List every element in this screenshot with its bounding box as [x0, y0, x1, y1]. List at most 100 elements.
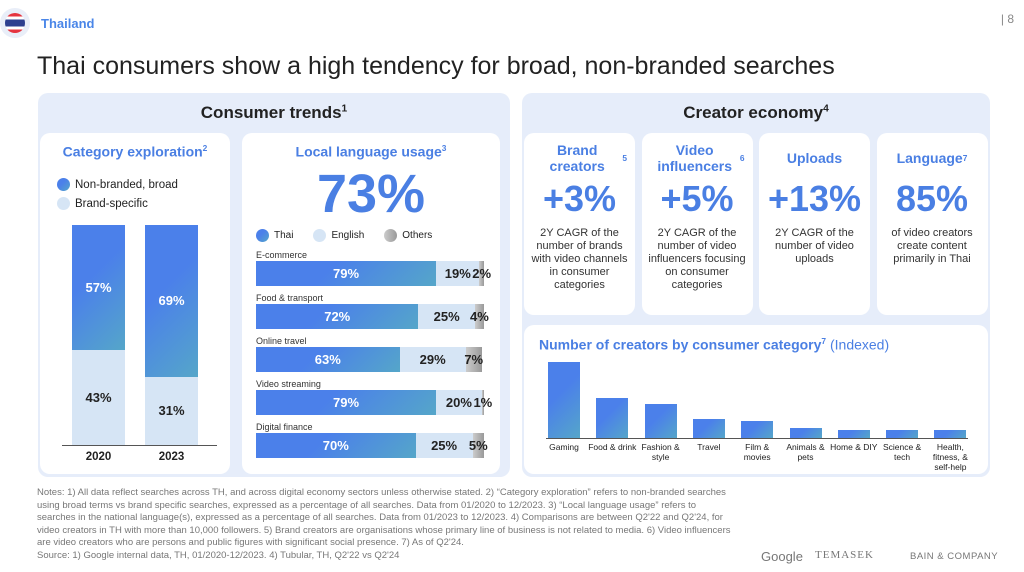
local-language-card: Local language usage3 73% Thai English O…: [242, 133, 500, 474]
bar-others: 7%: [464, 347, 483, 372]
category-exploration-title: Category exploration2: [62, 143, 208, 160]
category-label: Health, fitness, & self-help: [932, 442, 968, 472]
kpi-value: +5%: [660, 178, 734, 219]
kpi-title-text: Language: [896, 150, 963, 166]
kpi-sup: 5: [622, 153, 627, 163]
legend-non-branded: Non-branded, broad: [57, 176, 178, 195]
stacked-bar: 70% 25% 5%: [256, 433, 488, 458]
bar-others: 4%: [470, 304, 489, 329]
kpi-title: Video influencers 6: [642, 141, 753, 175]
creator-bar: [596, 397, 629, 438]
google-logo: Google: [761, 549, 803, 564]
category-label: Gaming: [549, 442, 579, 452]
creator-bar: [886, 429, 919, 438]
bar-thai: 63%: [256, 347, 400, 372]
category-label: Video streaming: [256, 379, 321, 389]
category-label: Animals & pets: [786, 442, 825, 462]
bar-brand-specific: 43%: [72, 350, 125, 445]
creator-bar: [548, 362, 580, 438]
language-legend: Thai English Others: [256, 229, 432, 242]
category-label: Science & tech: [882, 442, 922, 462]
bar-others: 5%: [469, 433, 488, 458]
category-label: Fashion & style: [641, 442, 680, 462]
legend-english: English: [313, 229, 364, 242]
creator-economy-title: Creator economy4: [683, 103, 829, 122]
category-label: Home & DIY: [830, 442, 878, 452]
kpi-card: Language 7 85% of video creators create con…: [876, 133, 988, 315]
year-label: 2020: [85, 451, 112, 463]
footnotes: Notes: 1) All data reflect searches acro…: [37, 487, 737, 562]
kpi-sup: 6: [739, 153, 745, 163]
kpi-title: Uploads: [759, 141, 870, 175]
creator-bar: [644, 403, 677, 438]
legend-swatch: [384, 229, 398, 242]
page-number: | 8: [1000, 12, 1014, 26]
category-label: Travel: [697, 442, 721, 452]
kpi-description: 2Y CAGR of the number of video influence…: [648, 227, 746, 291]
source: Source: 1) Google internal data, TH, 01/…: [37, 549, 400, 561]
creator-bar: [692, 419, 725, 438]
bar-english: 20%: [436, 390, 482, 415]
stacked-bar: 72% 25% 4%: [256, 304, 489, 329]
category-label: Food & transport: [256, 293, 324, 303]
stacked-bar: 63% 29% 7%: [256, 347, 484, 372]
kpi-description: 2Y CAGR of the number of brands with vid…: [531, 227, 628, 291]
category-label: E-commerce: [256, 250, 308, 260]
kpi-description: 2Y CAGR of the number of video uploads: [775, 227, 854, 265]
creators-chart-title: Number of creators by consumer category7…: [539, 336, 890, 353]
legend-others: Others: [384, 229, 432, 242]
bar-non-branded: 69%: [145, 225, 198, 377]
bar-others: 2%: [472, 261, 491, 286]
kpi-title-text: Uploads: [786, 150, 843, 166]
legend-thai: Thai: [256, 229, 293, 242]
legend-swatch: [313, 229, 327, 242]
bar-english: 25%: [415, 433, 473, 458]
creator-bar: [741, 420, 774, 438]
temasek-logo: TEMASEK: [815, 549, 874, 561]
kpi-card: Uploads +13% 2Y CAGR of the number of vide…: [759, 133, 870, 315]
bar-thai: 72%: [256, 304, 419, 329]
creator-bar: [789, 428, 822, 438]
legend-swatch: [57, 197, 70, 211]
bar-thai: 70%: [256, 433, 416, 458]
category-label: Online travel: [256, 336, 307, 346]
page-title: Thai consumers show a high tendency for …: [37, 52, 835, 80]
x-axis: [546, 438, 968, 439]
bar-english: 29%: [399, 347, 466, 372]
bain-logo: BAIN & COMPANY: [910, 551, 999, 562]
category-label: Film & movies: [743, 442, 771, 462]
kpi-sup: 7: [962, 153, 968, 163]
creator-bar: [837, 429, 870, 438]
kpi-title-text: Brand creators: [549, 142, 605, 174]
bar-brand-specific: 31%: [145, 376, 198, 445]
kpi-card: Brand creators 5 +3% 2Y CAGR of the number …: [524, 133, 635, 315]
bar-thai: 79%: [256, 261, 437, 286]
legend-brand-specific: Brand-specific: [57, 195, 178, 214]
bar-others: 1%: [473, 390, 492, 415]
country-label: Thailand: [41, 16, 95, 31]
bar-thai: 79%: [256, 390, 437, 415]
thailand-flag-icon: [0, 8, 30, 38]
legend-swatch: [256, 229, 269, 242]
legend-swatch: [57, 178, 70, 192]
kpi-title: Language 7: [877, 141, 988, 175]
kpi-value: +13%: [767, 178, 862, 219]
stacked-bar: 79% 19% 2%: [256, 261, 491, 286]
creators-chart-card: Number of creators by consumer category7…: [524, 325, 988, 474]
creator-bar: [934, 430, 967, 438]
x-axis: [62, 445, 217, 446]
category-exploration-card: Category exploration2 Non-branded, broad…: [40, 133, 230, 474]
category-label: Digital finance: [256, 422, 313, 432]
kpi-value: 85%: [895, 178, 969, 219]
bar-english: 19%: [436, 261, 480, 286]
kpi-title: Brand creators 5: [524, 141, 635, 175]
category-label: Food & drink: [588, 442, 637, 452]
kpi-description: of video creators create content primari…: [891, 227, 973, 265]
local-language-title: Local language usage3: [295, 143, 447, 160]
consumer-trends-title: Consumer trends1: [200, 103, 348, 122]
kpi-value: +3%: [542, 178, 617, 219]
local-language-headline: 73%: [316, 164, 426, 224]
bar-english: 25%: [418, 304, 475, 329]
stacked-bar: 79% 20% 1%: [256, 390, 492, 415]
kpi-title-text: Video influencers: [657, 142, 733, 174]
